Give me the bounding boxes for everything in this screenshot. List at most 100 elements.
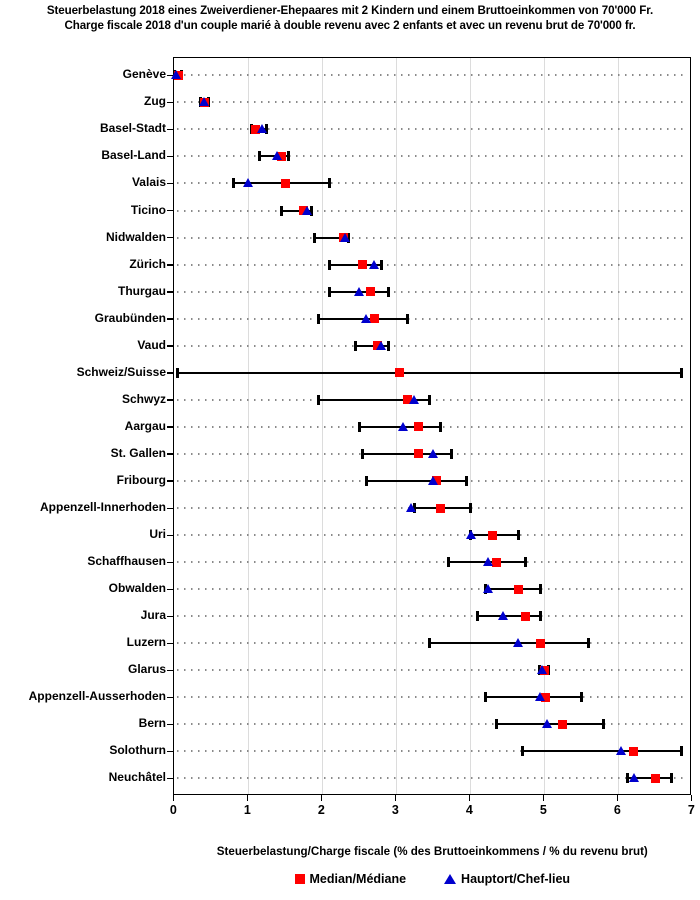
range-cap-max <box>450 448 454 459</box>
hauptort-marker <box>409 394 420 404</box>
row-dotted-line <box>177 723 688 726</box>
range-cap-min <box>625 773 629 784</box>
hauptort-marker <box>368 259 379 269</box>
hauptort-marker <box>483 557 494 567</box>
hauptort-marker <box>483 584 494 594</box>
range-cap-min <box>280 205 284 216</box>
range-cap-min <box>231 178 235 189</box>
y-tick <box>167 777 173 780</box>
hauptort-triangle-icon <box>444 874 457 884</box>
row-label-24: Bern <box>138 716 166 731</box>
row-label-10: Vaud <box>137 337 166 352</box>
row-label-25: Solothurn <box>109 743 166 758</box>
row-label-4: Valais <box>131 175 166 190</box>
hauptort-marker <box>256 124 267 134</box>
y-tick <box>167 372 173 374</box>
hauptort-marker <box>340 232 351 242</box>
median-marker <box>650 773 660 783</box>
legend-item-median: Median/Médiane <box>294 872 407 886</box>
hauptort-marker <box>535 692 546 702</box>
range-cap-max <box>379 259 383 270</box>
row-dotted-line <box>177 182 688 185</box>
hauptort-marker <box>199 97 210 107</box>
y-tick <box>167 291 173 293</box>
row-label-16: Appenzell-Innerhoden <box>40 500 166 515</box>
row-label-12: Schwyz <box>121 391 166 406</box>
y-tick <box>167 750 173 753</box>
hauptort-marker <box>466 530 477 540</box>
range-cap-min <box>328 259 332 270</box>
range-cap-max <box>405 313 409 324</box>
y-tick <box>167 615 173 618</box>
range-cap-min <box>520 746 524 757</box>
row-label-8: Thurgau <box>118 283 166 298</box>
range-cap-max <box>468 503 472 514</box>
y-tick <box>167 128 173 131</box>
hauptort-marker <box>171 70 182 80</box>
range-whisker <box>522 750 682 753</box>
row-dotted-line <box>177 209 688 212</box>
legend-item-hauptort: Hauptort/Chef-lieu <box>444 872 570 886</box>
row-dotted-line <box>177 101 688 104</box>
x-tick <box>394 795 397 801</box>
y-tick <box>167 345 173 347</box>
row-label-6: Nidwalden <box>105 229 166 244</box>
hauptort-marker <box>301 205 312 215</box>
x-tick <box>246 795 249 801</box>
row-label-20: Jura <box>140 608 166 623</box>
y-tick <box>167 453 173 455</box>
hauptort-marker <box>375 340 386 350</box>
hauptort-marker <box>537 665 548 675</box>
row-dotted-line <box>177 236 688 239</box>
y-tick <box>167 642 173 645</box>
x-axis-title: Steuerbelastung/Charge fiscale (% des Br… <box>216 845 648 858</box>
legend-median-label: Median/Médiane <box>309 872 407 886</box>
x-tick-label: 0 <box>169 803 177 817</box>
row-dotted-line <box>177 317 688 320</box>
hauptort-marker <box>542 719 553 729</box>
range-cap-max <box>287 151 291 162</box>
range-cap-max <box>387 340 391 351</box>
hauptort-marker <box>398 421 409 431</box>
row-label-0: Genève <box>122 67 166 82</box>
x-tick <box>172 795 175 801</box>
y-tick <box>167 480 173 482</box>
x-tick-label: 7 <box>687 803 695 817</box>
row-dotted-line <box>177 669 688 672</box>
range-cap-max <box>587 638 591 649</box>
y-tick <box>167 588 173 591</box>
x-tick-label: 3 <box>391 803 399 817</box>
row-label-7: Zürich <box>129 256 166 271</box>
row-label-9: Graubünden <box>94 310 166 325</box>
range-whisker <box>477 615 541 618</box>
range-whisker <box>177 371 682 374</box>
hauptort-marker <box>427 475 438 485</box>
hauptort-marker <box>629 773 640 783</box>
row-dotted-line <box>177 696 688 699</box>
range-whisker <box>355 344 389 347</box>
range-cap-min <box>317 313 321 324</box>
y-tick <box>167 182 173 185</box>
range-cap-max <box>670 773 674 784</box>
plot-area <box>171 57 692 795</box>
range-whisker <box>627 777 672 780</box>
row-label-22: Glarus <box>127 662 166 677</box>
x-tick <box>616 795 619 801</box>
range-whisker <box>429 642 589 645</box>
hauptort-marker <box>512 638 523 648</box>
range-cap-max <box>516 530 520 541</box>
x-tick-label: 2 <box>317 803 325 817</box>
range-cap-max <box>387 286 391 297</box>
median-marker <box>521 611 531 621</box>
row-label-21: Luzern <box>126 635 166 650</box>
row-dotted-line <box>177 750 688 753</box>
hauptort-marker <box>272 151 283 161</box>
range-cap-max <box>601 719 605 730</box>
x-tick-label: 4 <box>465 803 473 817</box>
median-marker <box>358 260 368 270</box>
hauptort-marker <box>427 448 438 458</box>
range-whisker <box>362 452 452 455</box>
x-tick-label: 1 <box>243 803 251 817</box>
y-tick <box>167 264 173 266</box>
row-dotted-line <box>177 155 688 158</box>
